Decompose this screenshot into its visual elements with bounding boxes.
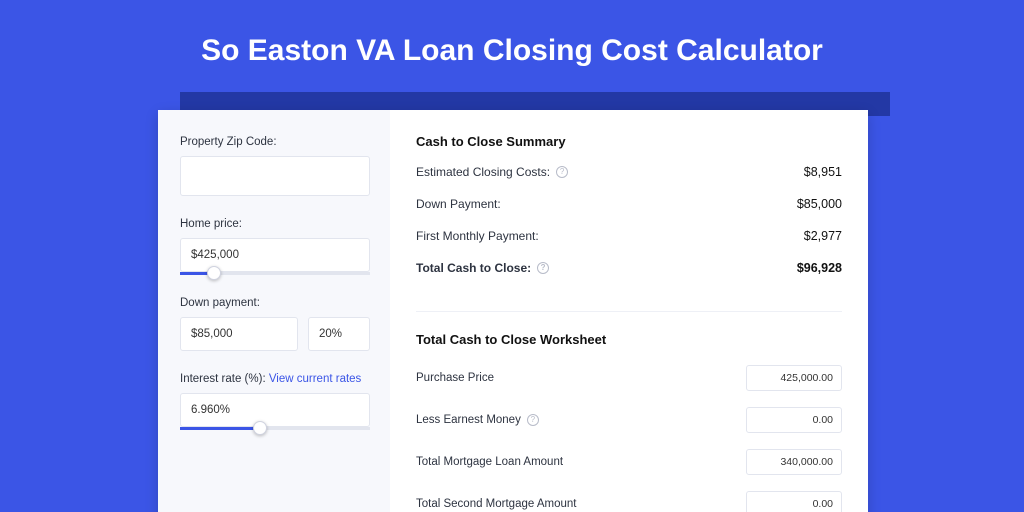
page-background: So Easton VA Loan Closing Cost Calculato… [0,0,1024,512]
summary-label-text: Estimated Closing Costs: [416,165,550,179]
down-payment-label: Down payment: [180,297,370,309]
zip-input[interactable] [180,156,370,196]
interest-rate-slider-thumb[interactable] [253,421,267,435]
summary-value: $2,977 [804,229,842,243]
worksheet-label-text: Total Second Mortgage Amount [416,498,576,510]
summary-row-total: Total Cash to Close: ? $96,928 [416,261,842,275]
worksheet-row-second-mortgage: Total Second Mortgage Amount [416,491,842,512]
view-rates-link[interactable]: View current rates [269,373,361,385]
summary-title: Cash to Close Summary [416,134,842,149]
summary-value: $8,951 [804,165,842,179]
worksheet-value-input[interactable] [746,491,842,512]
summary-label: First Monthly Payment: [416,229,539,243]
summary-value: $85,000 [797,197,842,211]
worksheet-row-earnest-money: Less Earnest Money ? [416,407,842,433]
home-price-field-block: Home price: [180,218,370,275]
summary-label: Total Cash to Close: ? [416,261,549,275]
worksheet-value-input[interactable] [746,407,842,433]
down-payment-percent-input[interactable] [308,317,370,351]
help-icon[interactable]: ? [537,262,549,274]
worksheet-value-input[interactable] [746,365,842,391]
worksheet-label-text: Purchase Price [416,372,494,384]
worksheet-label: Total Second Mortgage Amount [416,498,576,510]
summary-row-down-payment: Down Payment: $85,000 [416,197,842,211]
worksheet-label: Purchase Price [416,372,494,384]
interest-rate-slider-fill [180,427,260,430]
zip-field-block: Property Zip Code: [180,136,370,196]
summary-label-text: First Monthly Payment: [416,229,539,243]
page-title: So Easton VA Loan Closing Cost Calculato… [0,34,1024,68]
worksheet-row-loan-amount: Total Mortgage Loan Amount [416,449,842,475]
interest-rate-slider[interactable] [180,427,370,430]
home-price-label: Home price: [180,218,370,230]
results-column: Cash to Close Summary Estimated Closing … [390,110,868,512]
home-price-slider-thumb[interactable] [207,266,221,280]
interest-rate-field-block: Interest rate (%): View current rates [180,373,370,430]
inputs-column: Property Zip Code: Home price: Down paym… [158,110,390,512]
worksheet-title: Total Cash to Close Worksheet [416,332,842,347]
summary-row-first-payment: First Monthly Payment: $2,977 [416,229,842,243]
worksheet-value-input[interactable] [746,449,842,475]
interest-rate-label-row: Interest rate (%): View current rates [180,373,370,385]
worksheet-section: Total Cash to Close Worksheet Purchase P… [416,311,842,512]
help-icon[interactable]: ? [527,414,539,426]
summary-label: Down Payment: [416,197,501,211]
worksheet-label-text: Less Earnest Money [416,414,521,426]
help-icon[interactable]: ? [556,166,568,178]
summary-label-text: Total Cash to Close: [416,261,531,275]
interest-rate-label: Interest rate (%): [180,373,266,385]
summary-label: Estimated Closing Costs: ? [416,165,568,179]
summary-label-text: Down Payment: [416,197,501,211]
worksheet-label-text: Total Mortgage Loan Amount [416,456,563,468]
home-price-slider[interactable] [180,272,370,275]
worksheet-row-purchase-price: Purchase Price [416,365,842,391]
down-payment-row [180,317,370,351]
calculator-panel: Property Zip Code: Home price: Down paym… [158,110,868,512]
summary-value: $96,928 [797,261,842,275]
worksheet-label: Less Earnest Money ? [416,414,539,426]
down-payment-input[interactable] [180,317,298,351]
interest-rate-input[interactable] [180,393,370,427]
zip-label: Property Zip Code: [180,136,370,148]
down-payment-field-block: Down payment: [180,297,370,351]
worksheet-label: Total Mortgage Loan Amount [416,456,563,468]
summary-row-closing-costs: Estimated Closing Costs: ? $8,951 [416,165,842,179]
